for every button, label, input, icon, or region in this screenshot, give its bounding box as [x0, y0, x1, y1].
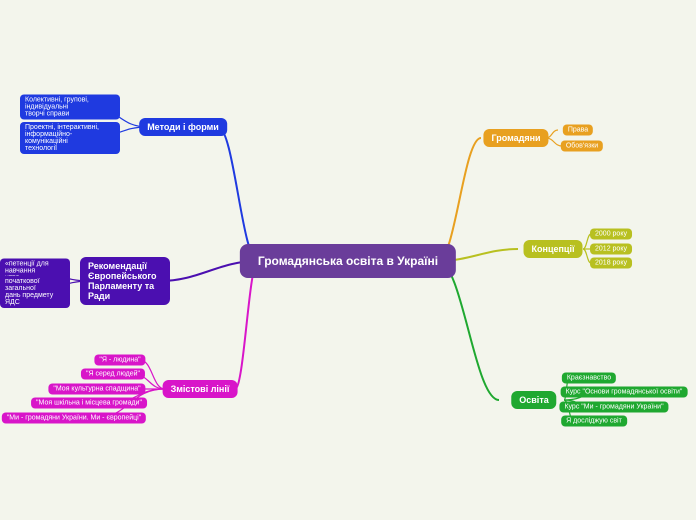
leaf-lines-3[interactable]: "Моя шкільна і місцева громади" [31, 398, 147, 409]
leaf-education-3[interactable]: Я досліджую світ [561, 416, 627, 427]
leaf-lines-1[interactable]: "Я серед людей" [81, 369, 145, 380]
leaf-citizens-0[interactable]: Права [563, 125, 593, 136]
leaf-lines-2[interactable]: "Моя культурна спадщина" [48, 384, 145, 395]
leaf-education-1[interactable]: Курс "Основи громадянської освіти" [561, 387, 688, 398]
leaf-lines-4[interactable]: "Ми - громадяни України. Ми - європейці" [2, 413, 146, 424]
branch-citizens[interactable]: Громадяни [483, 129, 548, 147]
leaf-citizens-1[interactable]: Обов'язки [561, 141, 603, 152]
leaf-concepts-1[interactable]: 2012 року [590, 244, 632, 255]
leaf-concepts-0[interactable]: 2000 року [590, 229, 632, 240]
branch-education[interactable]: Освіта [511, 391, 556, 409]
leaf-methods-0[interactable]: Колективні, групові, індивідуальнітворчі… [20, 95, 120, 120]
branch-concepts[interactable]: Концепції [524, 240, 583, 258]
branch-lines[interactable]: Змістові лінії [163, 380, 238, 398]
leaf-concepts-2[interactable]: 2018 року [590, 258, 632, 269]
leaf-lines-0[interactable]: "Я - людина" [94, 355, 145, 366]
branch-methods[interactable]: Методи і форми [139, 118, 227, 136]
leaf-methods-1[interactable]: Проектні, інтерактивні,інформаційно-кому… [20, 122, 120, 154]
branch-recs[interactable]: РекомендаціїЄвропейськогоПарламенту таРа… [80, 257, 170, 305]
leaf-education-0[interactable]: Краєзнавство [562, 373, 616, 384]
leaf-education-2[interactable]: Курс "Ми - громадяни України" [559, 402, 668, 413]
center-node[interactable]: Громадянська освіта в Україні [240, 244, 456, 278]
leaf-recs-1[interactable]: початкової загальноїдань предмету ЯДС [0, 276, 70, 308]
